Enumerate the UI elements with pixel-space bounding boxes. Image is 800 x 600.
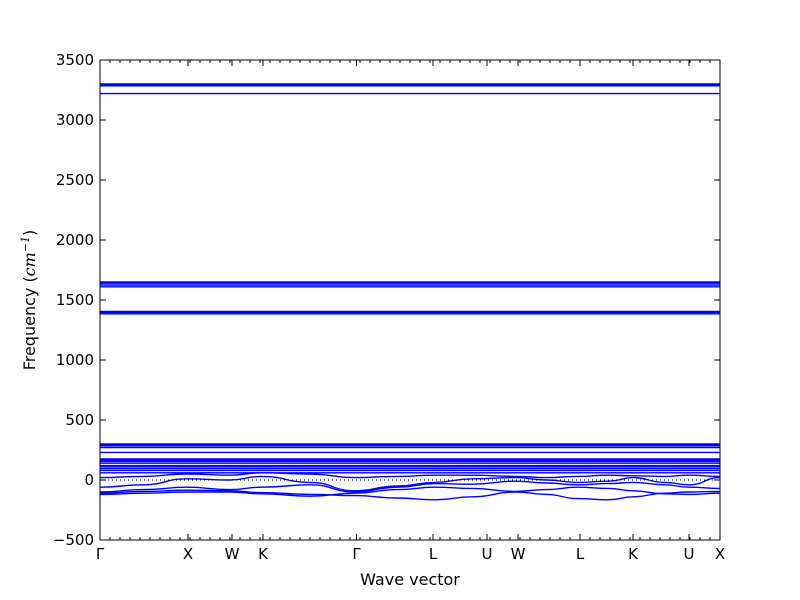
x-kpoint-label: K [628,545,639,563]
y-axis-title-prefix: Frequency ( [20,276,39,370]
y-tick-label: 3000 [56,111,94,129]
band-dispersive-line [100,486,720,497]
x-kpoint-label: W [225,545,240,563]
series-layer [100,83,720,501]
y-tick-label: 500 [65,411,94,429]
band-dispersive-line [100,489,720,501]
x-kpoint-label: Γ [352,545,361,563]
band-dispersive-line [100,472,720,479]
x-kpoint-label: L [429,545,438,563]
y-axis-title: Frequency (cm−1) [19,230,39,371]
band-dispersive-line [100,475,720,492]
y-tick-label: 3500 [56,51,94,69]
x-kpoint-label: X [183,545,193,563]
y-tick-label: 2500 [56,171,94,189]
x-kpoint-label: Γ [96,545,105,563]
y-tick-label: 0 [84,471,94,489]
y-axis-title-suffix: ) [20,230,39,236]
x-kpoint-label: L [576,545,585,563]
x-kpoint-label: K [258,545,269,563]
y-axis-title-unit: cm [20,252,39,276]
x-kpoint-label: U [684,545,695,563]
plot-frame [99,59,721,541]
y-tick-label: −500 [53,531,94,549]
x-kpoint-label: W [511,545,526,563]
y-tick-label: 1000 [56,351,94,369]
y-tick-label: 1500 [56,291,94,309]
x-kpoint-label: U [482,545,493,563]
x-kpoint-label: X [715,545,725,563]
y-axis-title-exponent: −1 [19,236,32,252]
x-axis-title: Wave vector [360,570,460,589]
y-tick-label: 2000 [56,231,94,249]
band-dispersive-line [100,480,720,493]
